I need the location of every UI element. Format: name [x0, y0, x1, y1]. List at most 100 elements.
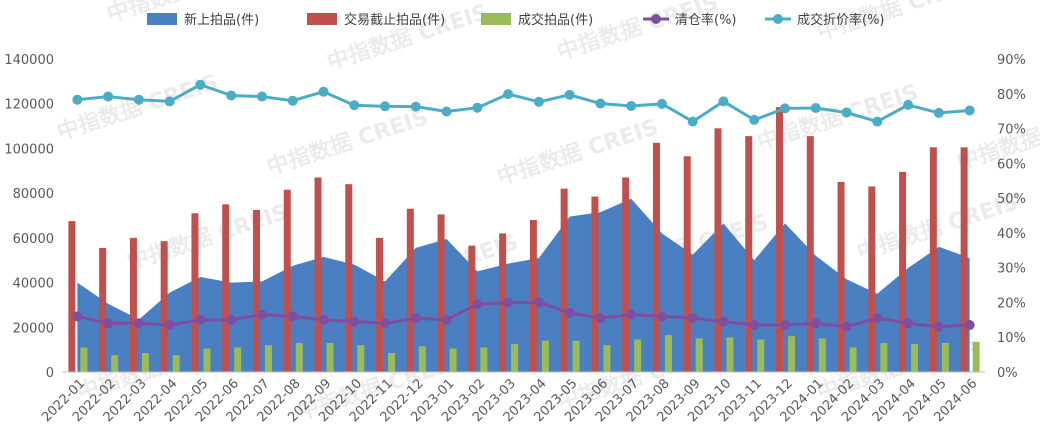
point-discount-rate [780, 103, 791, 114]
point-clearance-rate [964, 320, 975, 331]
point-discount-rate [410, 101, 421, 112]
bar-transacted [849, 347, 857, 372]
point-clearance-rate [349, 316, 360, 327]
point-clearance-rate [780, 320, 791, 331]
bar-auction-deadline [191, 213, 199, 372]
point-clearance-rate [687, 313, 698, 324]
bar-transacted [511, 344, 519, 372]
bar-auction-deadline [776, 107, 784, 372]
bar-transacted [203, 348, 211, 372]
watermark-text: 中指数据 CREIS [554, 0, 722, 66]
bar-transacted [172, 355, 180, 372]
point-discount-rate [318, 86, 329, 97]
bar-transacted [941, 342, 949, 372]
bar-auction-deadline [868, 186, 876, 372]
point-clearance-rate [226, 314, 237, 325]
point-clearance-rate [318, 314, 329, 325]
bar-auction-deadline [160, 241, 168, 372]
bar-auction-deadline [437, 214, 445, 372]
bar-transacted [141, 353, 149, 372]
point-clearance-rate [903, 318, 914, 329]
point-clearance-rate [533, 297, 544, 308]
bar-transacted [695, 338, 703, 372]
point-discount-rate [626, 100, 637, 111]
bar-auction-deadline [591, 196, 599, 372]
point-clearance-rate [410, 313, 421, 324]
point-discount-rate [472, 102, 483, 113]
bar-auction-deadline [406, 208, 414, 372]
bar-transacted [911, 344, 919, 372]
legend-label: 成交拍品(件) [518, 12, 593, 28]
point-discount-rate [103, 91, 114, 102]
bar-auction-deadline [314, 177, 322, 372]
point-clearance-rate [72, 311, 83, 322]
point-discount-rate [564, 89, 575, 100]
y-right-tick-label: 60% [997, 157, 1026, 172]
y-left-tick-label: 80000 [13, 187, 54, 202]
y-right-tick-label: 30% [997, 262, 1026, 277]
bar-transacted [726, 337, 734, 372]
point-discount-rate [441, 106, 452, 117]
y-right-tick-label: 10% [997, 331, 1026, 346]
point-clearance-rate [841, 321, 852, 332]
bar-transacted [326, 342, 334, 372]
point-discount-rate [687, 116, 698, 127]
bar-transacted [480, 347, 488, 372]
bar-transacted [449, 348, 457, 372]
legend: 新上拍品(件) 交易截止拍品(件) 成交拍品(件) 清仓率(%) 成交折价率(%) [147, 12, 885, 28]
bar-transacted [295, 342, 303, 372]
y-left-tick-label: 120000 [4, 98, 54, 113]
bar-transacted [634, 339, 642, 372]
y-left-tick-label: 20000 [13, 321, 54, 336]
bar-auction-deadline [929, 147, 937, 372]
point-discount-rate [841, 107, 852, 118]
point-clearance-rate [503, 297, 514, 308]
point-discount-rate [749, 114, 760, 125]
point-clearance-rate [380, 318, 391, 329]
point-discount-rate [656, 98, 667, 109]
point-discount-rate [872, 116, 883, 127]
point-discount-rate [964, 105, 975, 116]
legend-label: 新上拍品(件) [184, 12, 259, 28]
point-clearance-rate [810, 318, 821, 329]
point-discount-rate [287, 95, 298, 106]
bar-transacted [603, 345, 611, 372]
y-right-tick-label: 50% [997, 192, 1026, 207]
bar-transacted [234, 347, 242, 372]
point-clearance-rate [287, 311, 298, 322]
point-clearance-rate [656, 311, 667, 322]
point-clearance-rate [626, 309, 637, 320]
bar-transacted [388, 353, 396, 372]
y-right-tick-label: 90% [997, 53, 1026, 68]
bar-auction-deadline [345, 184, 353, 372]
line-discount-rate [77, 83, 970, 124]
legend-swatch [147, 13, 177, 25]
point-discount-rate [810, 103, 821, 114]
bar-transacted [757, 339, 765, 372]
point-clearance-rate [472, 299, 483, 310]
point-discount-rate [349, 100, 360, 111]
point-discount-rate [195, 79, 206, 90]
y-left-tick-labels: 0 20000 40000 60000 80000 100000 120000 140000 [4, 53, 54, 381]
y-right-tick-label: 40% [997, 227, 1026, 242]
point-discount-rate [933, 107, 944, 118]
bar-auction-deadline [252, 209, 260, 372]
point-discount-rate [503, 89, 514, 100]
y-left-tick-label: 40000 [13, 277, 54, 292]
y-right-tick-labels: 0% 10% 20% 30% 40% 50% 60% 70% 80% 90% [997, 53, 1026, 381]
bar-transacted [541, 340, 549, 372]
point-discount-rate [133, 94, 144, 105]
y-left-tick-label: 0 [46, 366, 54, 381]
bar-auction-deadline [529, 219, 537, 372]
y-right-tick-label: 70% [997, 123, 1026, 138]
legend-swatch [307, 13, 337, 25]
point-discount-rate [164, 96, 175, 107]
bar-auction-deadline [837, 181, 845, 372]
bar-transacted [80, 347, 88, 372]
point-clearance-rate [718, 316, 729, 327]
point-clearance-rate [564, 307, 575, 318]
bar-auction-deadline [683, 156, 691, 372]
y-left-tick-label: 140000 [4, 53, 54, 68]
legend-swatch-marker [773, 14, 783, 24]
point-clearance-rate [595, 313, 606, 324]
